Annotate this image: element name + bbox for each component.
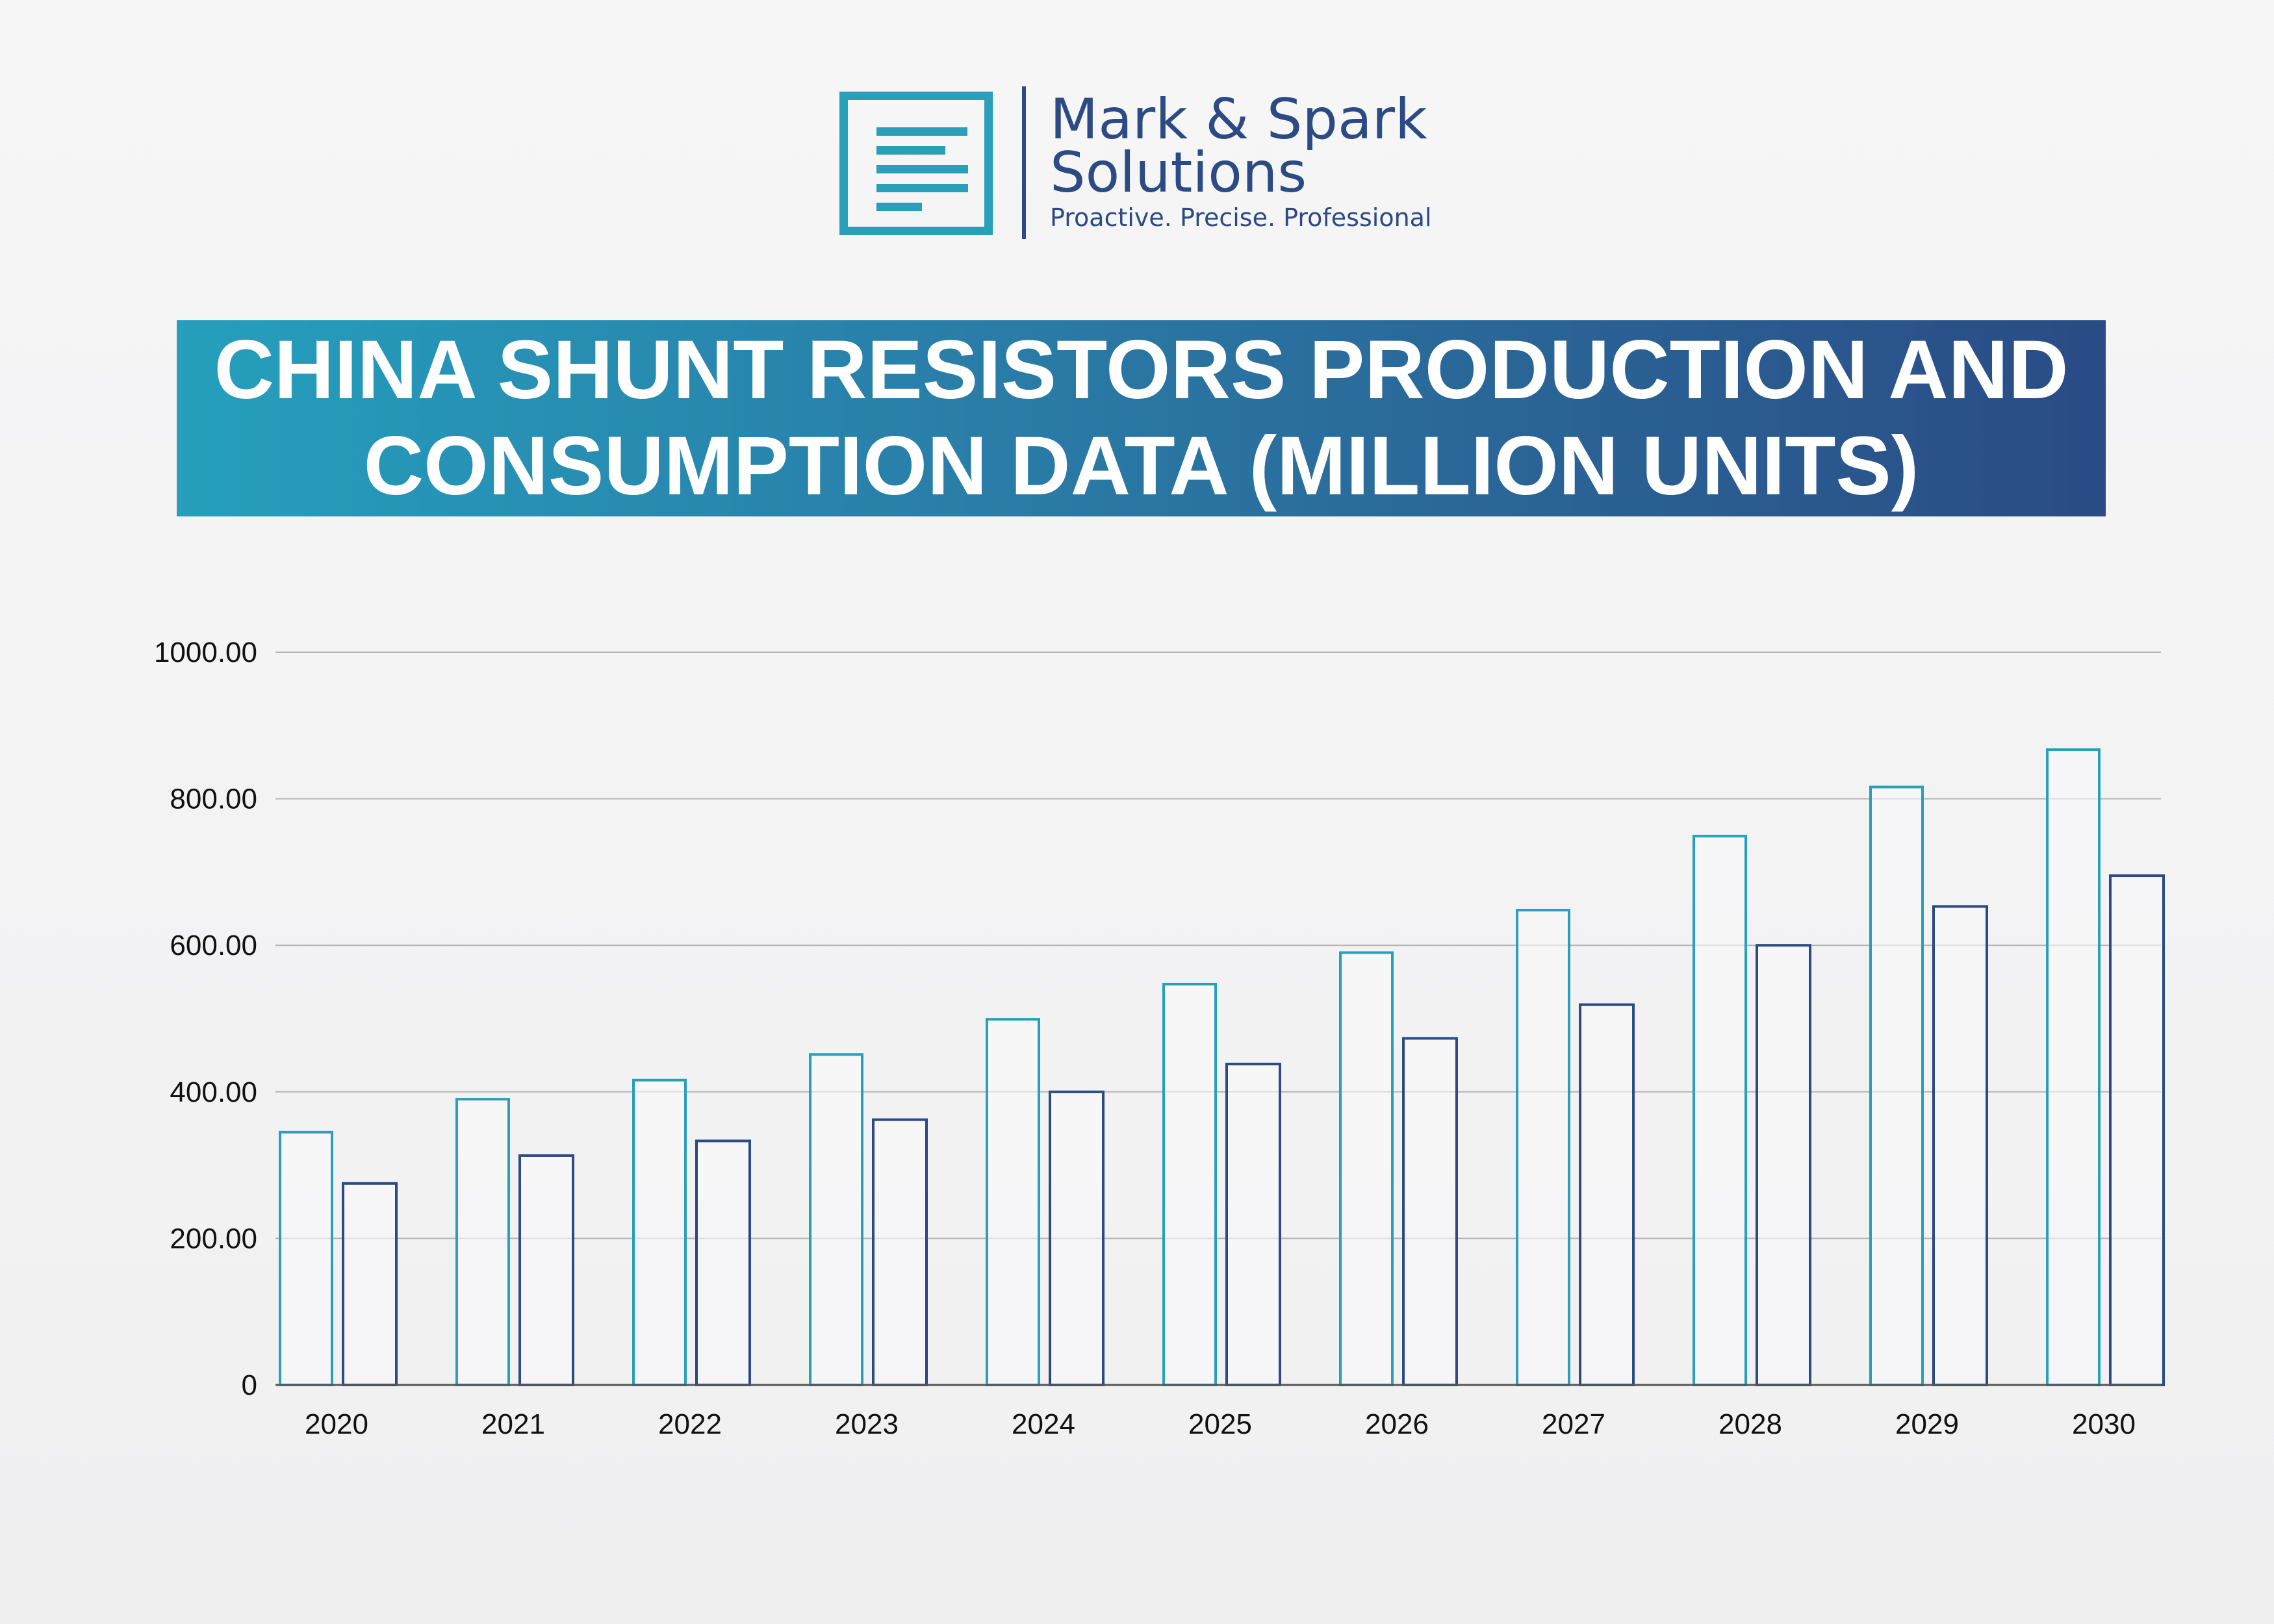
x-tick-label: 2020: [305, 1408, 368, 1440]
x-tick-label: 2029: [1895, 1408, 1959, 1440]
brand-name-line2: Solutions: [1050, 140, 1307, 205]
bar-consumption: [518, 1154, 574, 1387]
x-tick-label: 2025: [1188, 1408, 1252, 1440]
chart-title: CHINA SHUNT RESISTORS PRODUCTION AND CON…: [214, 324, 2069, 513]
x-tick-label: 2022: [658, 1408, 722, 1440]
bar-consumption: [1402, 1037, 1458, 1387]
logo-divider: [1022, 86, 1026, 239]
y-tick-label: 200.00: [170, 1223, 257, 1254]
bar-production: [1339, 951, 1394, 1386]
y-tick-label: 400.00: [170, 1076, 257, 1108]
bar-production: [2046, 748, 2101, 1387]
document-lines-icon: [839, 92, 993, 235]
bar-consumption: [872, 1118, 928, 1386]
x-tick-label: 2030: [2072, 1408, 2136, 1440]
bar-consumption: [1579, 1003, 1635, 1386]
chart-title-banner: CHINA SHUNT RESISTORS PRODUCTION AND CON…: [177, 320, 2106, 516]
bar-production: [986, 1018, 1040, 1387]
bar-production: [632, 1078, 687, 1386]
bar-production: [1162, 982, 1217, 1386]
bar-consumption: [1049, 1090, 1105, 1387]
y-tick-label: 0: [242, 1369, 257, 1401]
bar-production: [809, 1053, 863, 1386]
bar-production: [1869, 785, 1924, 1386]
bar-consumption: [1225, 1062, 1281, 1387]
bar-consumption: [1932, 905, 1988, 1386]
y-tick-label: 1000.00: [154, 637, 257, 668]
y-tick-label: 600.00: [170, 930, 257, 961]
x-tick-label: 2028: [1718, 1408, 1782, 1440]
bar-production: [455, 1098, 510, 1386]
bar-consumption: [1756, 944, 1811, 1386]
bar-production: [1516, 909, 1570, 1386]
x-tick-label: 2021: [481, 1408, 545, 1440]
x-tick-label: 2026: [1365, 1408, 1429, 1440]
y-tick-label: 800.00: [170, 783, 257, 815]
x-tick-label: 2027: [1542, 1408, 1605, 1440]
x-tick-label: 2023: [835, 1408, 899, 1440]
brand-name: Mark & Spark: [1050, 87, 1427, 152]
bar-consumption: [695, 1139, 751, 1386]
brand-tagline: Proactive. Precise. Professional: [1050, 203, 1432, 232]
bar-production: [1693, 835, 1747, 1387]
brand-logo: Mark & Spark Solutions Proactive. Precis…: [839, 86, 1489, 239]
x-tick-label: 2024: [1012, 1408, 1075, 1440]
bar-consumption: [342, 1182, 398, 1387]
bar-consumption: [2109, 874, 2165, 1387]
bar-production: [279, 1130, 333, 1386]
